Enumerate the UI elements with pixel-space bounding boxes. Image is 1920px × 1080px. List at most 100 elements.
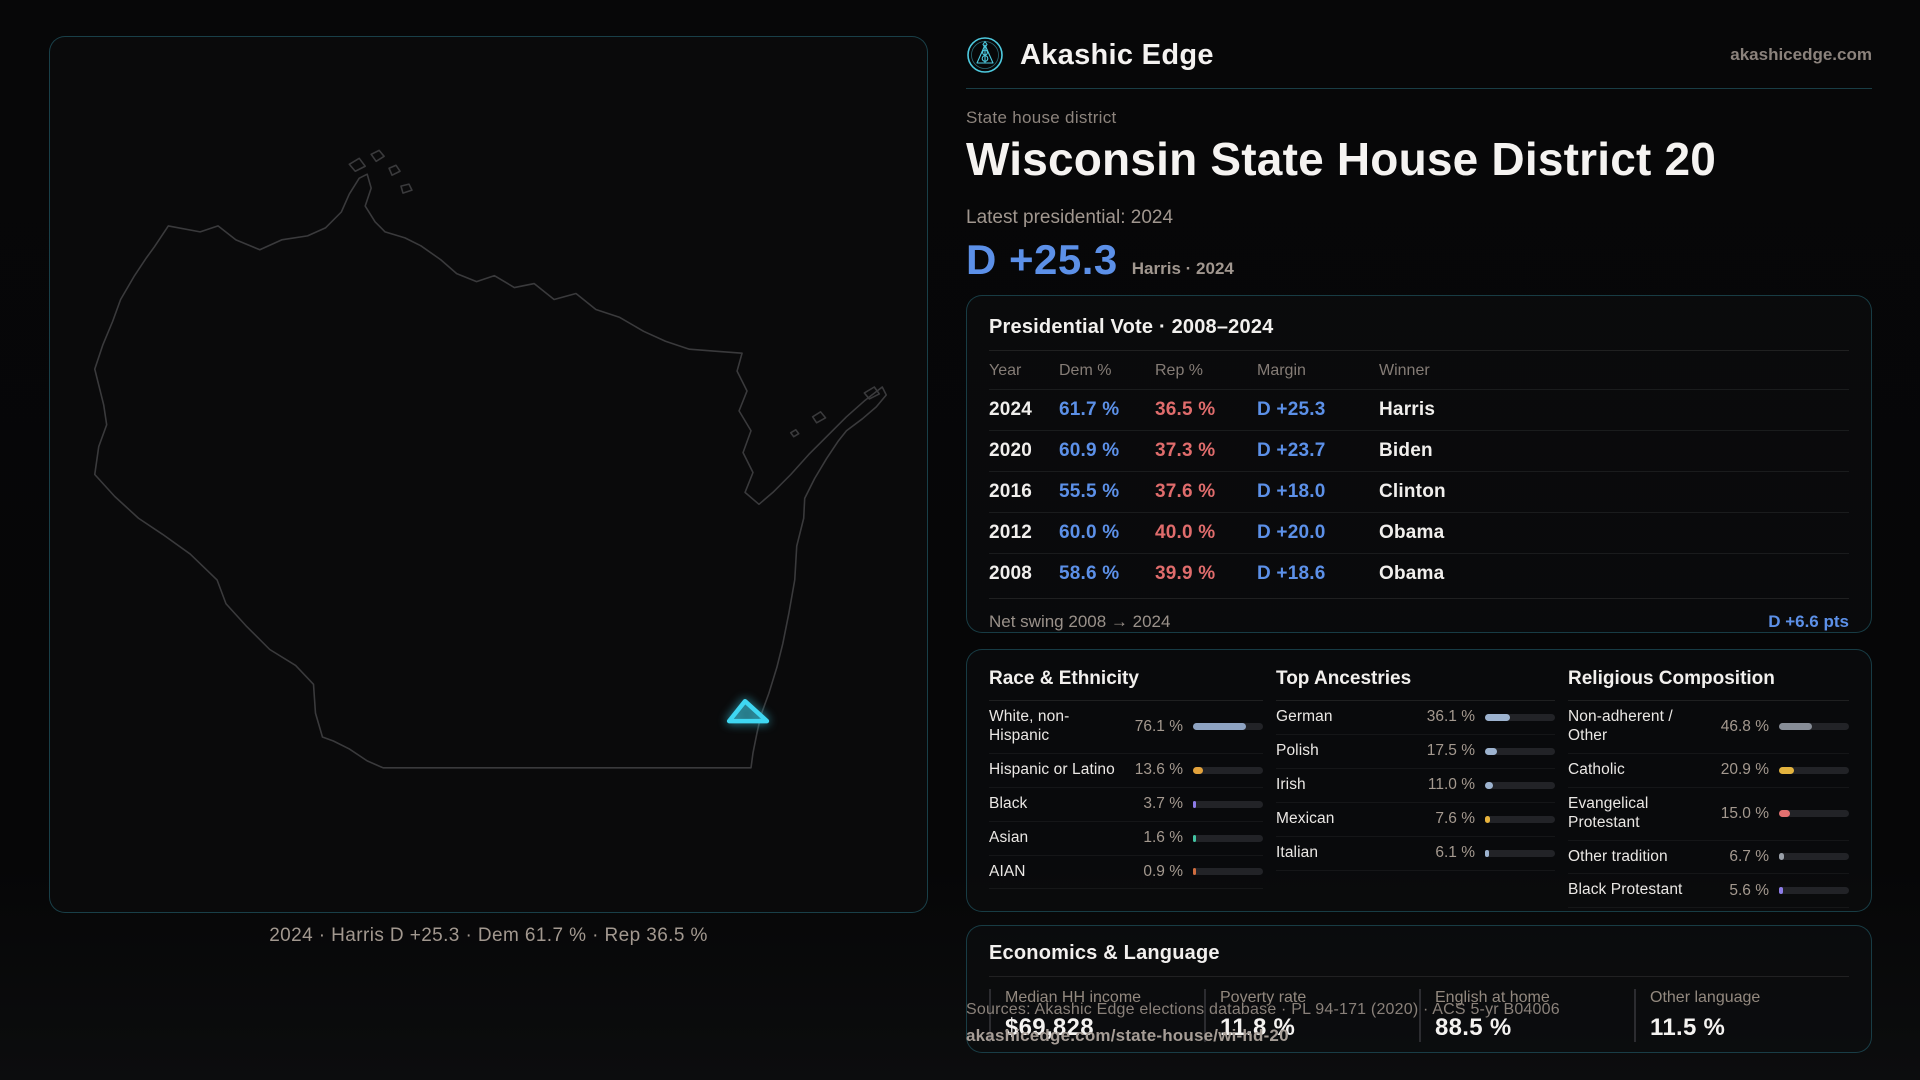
demo-label: AIAN xyxy=(989,862,1026,880)
vote-cell-margin: D +18.6 xyxy=(1257,563,1326,584)
demo-bar-fill xyxy=(1779,887,1783,895)
demo-value: 5.6 % xyxy=(1729,881,1769,899)
headline-context: Harris · 2024 xyxy=(1131,259,1234,278)
footer-source: Sources: Akashic Edge elections database… xyxy=(966,1001,1560,1018)
economics-title: Economics & Language xyxy=(989,942,1849,977)
demo-bar-track xyxy=(1485,781,1555,789)
demo-bar-fill xyxy=(1779,853,1784,861)
vote-cell-winner: Clinton xyxy=(1379,481,1446,502)
footer-permalink[interactable]: akashicedge.com/state-house/wi-hd-20 xyxy=(966,1026,1289,1045)
vote-row: 2024 61.7 % 36.5 % D +25.3 Harris xyxy=(989,390,1849,431)
demo-bar-track xyxy=(1193,766,1263,774)
site-link[interactable]: akashicedge.com xyxy=(1730,45,1872,64)
demo-value: 36.1 % xyxy=(1426,708,1475,726)
demo-row: Other tradition 6.7 % xyxy=(1568,841,1849,875)
demo-bar-track xyxy=(1485,747,1555,755)
demo-value: 17.5 % xyxy=(1426,742,1475,760)
brand-row: Akashic Edge akashicedge.com xyxy=(966,36,1872,74)
demo-value: 13.6 % xyxy=(1134,761,1183,779)
demo-label: Non-adherent / Other xyxy=(1568,708,1673,744)
vote-cell-winner: Biden xyxy=(1379,440,1433,461)
demo-label: Hispanic or Latino xyxy=(989,760,1115,778)
kicker: State house district xyxy=(966,108,1117,127)
net-swing-label: Net swing 2008 → 2024 xyxy=(989,612,1171,631)
demo-bar-track xyxy=(1193,834,1263,842)
vote-cell-winner: Harris xyxy=(1379,399,1436,420)
demo-label: Polish xyxy=(1276,741,1319,759)
demo-label: Italian xyxy=(1276,843,1319,861)
demo-label: Irish xyxy=(1276,775,1306,793)
econ-stat-value: 11.5 % xyxy=(1650,1014,1726,1041)
demo-label: White, non- Hispanic xyxy=(989,708,1070,744)
demo-bar-fill xyxy=(1779,810,1790,818)
demo-bar-fill xyxy=(1193,834,1196,842)
demo-label: Other tradition xyxy=(1568,847,1668,865)
demo-value: 15.0 % xyxy=(1720,804,1769,822)
demo-bar-fill xyxy=(1779,723,1812,731)
demo-row: White, non- Hispanic 76.1 % xyxy=(989,701,1263,754)
latest-presidential-label: Latest presidential: 2024 xyxy=(966,207,1174,228)
headline: D +25.3 Harris · 2024 xyxy=(966,236,1234,284)
econ-stat-label: Poverty rate xyxy=(1220,989,1307,1006)
demo-bar-track xyxy=(1485,849,1555,857)
vote-row: 2012 60.0 % 40.0 % D +20.0 Obama xyxy=(989,513,1849,554)
econ-stat: Median HH income $69,828 xyxy=(989,989,1204,1042)
demo-bar-track xyxy=(1779,766,1849,774)
demo-bar-track xyxy=(1485,713,1555,721)
wisconsin-map xyxy=(93,149,888,769)
page-title: Wisconsin State House District 20 xyxy=(966,133,1717,185)
demo-bar-track xyxy=(1193,723,1263,731)
econ-stat-label: Median HH income xyxy=(1005,989,1142,1006)
demographics-panel: Race & Ethnicity White, non- Hispanic 76.… xyxy=(966,649,1872,912)
demo-bar-fill xyxy=(1193,868,1196,876)
demo-row: German 36.1 % xyxy=(1276,701,1555,735)
demo-value: 6.7 % xyxy=(1729,847,1769,865)
vote-cell-rep: 37.3 % xyxy=(1155,440,1216,461)
net-swing-value: D +6.6 pts xyxy=(1768,612,1849,631)
demo-value: 6.1 % xyxy=(1435,844,1475,862)
demo-row: Non-adherent / Other 46.8 % xyxy=(1568,701,1849,754)
vote-cell-year: 2008 xyxy=(989,563,1033,584)
vote-row: 2020 60.9 % 37.3 % D +23.7 Biden xyxy=(989,431,1849,472)
demo-value: 3.7 % xyxy=(1143,795,1183,813)
brand-logo-icon xyxy=(967,37,1003,73)
net-swing-row: Net swing 2008 → 2024 D +6.6 pts xyxy=(989,598,1849,632)
demo-label: German xyxy=(1276,708,1333,725)
demo-row: Evangelical Protestant 15.0 % xyxy=(1568,788,1849,841)
vote-cell-winner: Obama xyxy=(1379,522,1445,543)
header-divider xyxy=(966,88,1872,89)
demo-bar-track xyxy=(1485,815,1555,823)
demo-bar-fill xyxy=(1485,849,1490,857)
top-ancestries-title: Top Ancestries xyxy=(1276,668,1555,701)
col-winner: Winner xyxy=(1379,362,1430,379)
demo-bar-track xyxy=(1779,723,1849,731)
demo-row: AIAN 0.9 % xyxy=(989,856,1263,890)
demo-row: Black 3.7 % xyxy=(989,788,1263,822)
vote-cell-rep: 36.5 % xyxy=(1155,399,1216,420)
vote-row: 2008 58.6 % 39.9 % D +18.6 Obama xyxy=(989,554,1849,594)
wisconsin-outline xyxy=(93,173,888,769)
vote-cell-dem: 60.9 % xyxy=(1059,440,1120,461)
vote-cell-rep: 39.9 % xyxy=(1155,563,1216,584)
map-caption: 2024 · Harris D +25.3 · Dem 61.7 % · Rep… xyxy=(269,925,708,946)
vote-cell-rep: 40.0 % xyxy=(1155,522,1216,543)
presidential-vote-panel: Presidential Vote · 2008–2024 Year Dem %… xyxy=(966,295,1872,633)
demo-value: 1.6 % xyxy=(1143,829,1183,847)
demo-label: Asian xyxy=(989,828,1029,846)
vote-cell-dem: 55.5 % xyxy=(1059,481,1120,502)
demo-bar-fill xyxy=(1779,766,1794,774)
district-20-shape[interactable] xyxy=(726,698,770,724)
econ-stat-label: English at home xyxy=(1435,989,1550,1006)
vote-cell-year: 2016 xyxy=(989,481,1033,502)
demo-row: Catholic 20.9 % xyxy=(1568,754,1849,788)
demo-bar-track xyxy=(1779,887,1849,895)
demo-label: Black Protestant xyxy=(1568,881,1683,899)
demo-value: 11.0 % xyxy=(1427,776,1475,794)
demo-label: Black xyxy=(989,794,1028,812)
demo-value: 7.6 % xyxy=(1435,810,1475,828)
demo-row: Black Protestant 5.6 % xyxy=(1568,874,1849,909)
apostle-islands xyxy=(348,149,881,438)
vote-cell-dem: 61.7 % xyxy=(1059,399,1120,420)
vote-cell-margin: D +18.0 xyxy=(1257,481,1326,502)
demo-bar-fill xyxy=(1193,766,1203,774)
